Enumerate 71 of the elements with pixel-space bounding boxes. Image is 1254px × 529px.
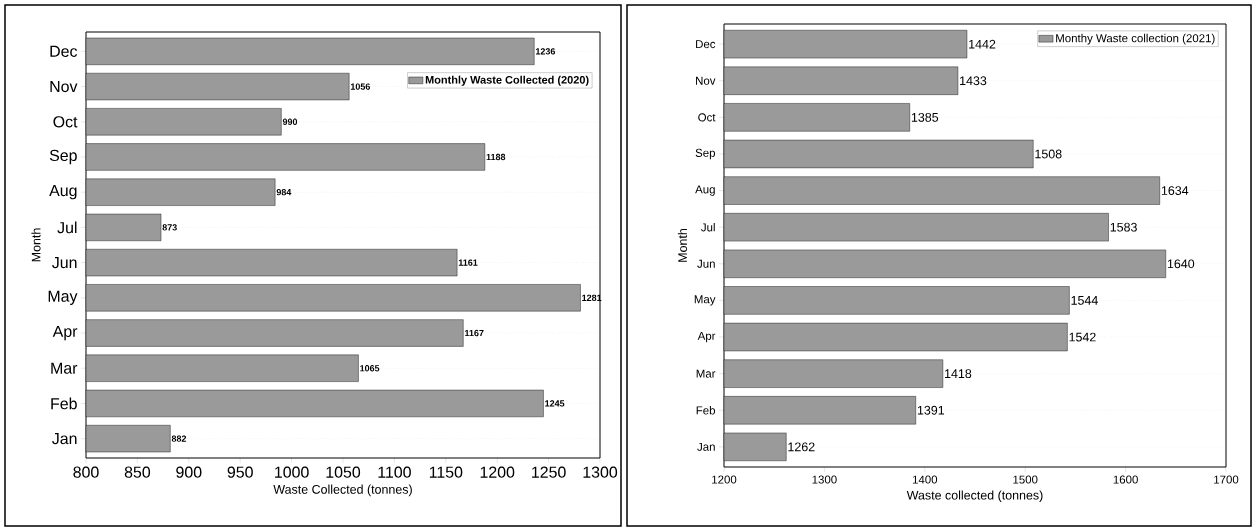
x-axis-title: Waste collected (tonnes) — [906, 490, 1043, 503]
y-tick-label: Sep — [695, 148, 716, 160]
legend-label: Monthy Waste collection (2021) — [1056, 33, 1215, 45]
data-label: 1056 — [350, 83, 370, 90]
x-tick-label: 1200 — [712, 475, 737, 484]
x-tick-label: 1300 — [583, 466, 618, 478]
data-label: 1167 — [465, 329, 484, 337]
y-tick-label: Aug — [49, 185, 77, 200]
data-label: 1542 — [1069, 332, 1096, 342]
x-tick-label: 1100 — [378, 466, 411, 478]
y-tick-label: Oct — [698, 113, 716, 122]
x-tick-label: 1600 — [1113, 475, 1138, 484]
x-tick-label: 850 — [124, 466, 151, 478]
x-tick-label: 900 — [176, 466, 202, 478]
data-label: 1245 — [545, 400, 565, 407]
data-label: 1281 — [582, 294, 602, 301]
data-label: 1161 — [458, 259, 478, 266]
y-tick-label: Jun — [697, 259, 715, 268]
y-tick-label: Jul — [57, 221, 77, 234]
y-axis-title: Month — [677, 229, 688, 262]
data-label: 1236 — [535, 48, 556, 55]
y-tick-label: Sep — [49, 149, 77, 165]
y-tick-label: Apr — [52, 325, 78, 341]
y-tick-label: May — [694, 295, 716, 306]
data-label: 1508 — [1035, 149, 1062, 159]
data-label: 1634 — [1161, 186, 1189, 195]
y-tick-label: Dec — [696, 40, 716, 49]
data-label: 1544 — [1071, 296, 1098, 305]
x-tick-label: 1000 — [275, 466, 309, 478]
x-tick-label: 1250 — [532, 466, 566, 478]
y-axis-title: Month — [31, 228, 41, 262]
y-tick-label: Apr — [697, 331, 716, 343]
x-tick-label: 1700 — [1214, 475, 1239, 484]
x-axis-title: Waste Collected (tonnes) — [273, 484, 412, 497]
data-label: 984 — [276, 189, 292, 196]
data-label: 1065 — [360, 365, 380, 372]
x-tick-label: 1050 — [326, 466, 361, 478]
data-label: 1385 — [911, 112, 939, 122]
y-tick-label: Mar — [696, 369, 716, 378]
y-tick-label: Feb — [696, 406, 716, 415]
y-tick-label: Jan — [697, 442, 715, 451]
y-tick-label: Jan — [52, 433, 77, 445]
x-tick-label: 1150 — [429, 466, 463, 478]
x-tick-label: 950 — [227, 466, 253, 478]
data-label: 1433 — [960, 76, 987, 86]
y-tick-label: Jun — [52, 257, 77, 269]
y-tick-label: Jul — [701, 223, 715, 232]
x-tick-label: 1200 — [480, 466, 515, 478]
data-label: 1418 — [945, 369, 972, 379]
y-tick-label: Aug — [695, 185, 715, 196]
data-label: 1188 — [486, 153, 506, 161]
legend-label: Monthly Waste Collected (2020) — [425, 75, 589, 86]
y-tick-label: Mar — [51, 362, 78, 374]
x-tick-label: 800 — [73, 466, 99, 478]
y-tick-label: May — [48, 290, 78, 305]
data-label: 990 — [282, 118, 298, 125]
y-tick-label: Oct — [53, 116, 78, 128]
data-label: 1640 — [1167, 259, 1195, 269]
y-tick-label: Dec — [50, 45, 78, 57]
y-tick-label: Nov — [50, 81, 78, 93]
data-label: 873 — [162, 224, 177, 231]
y-tick-label: Nov — [696, 76, 716, 85]
data-label: 1583 — [1110, 222, 1137, 232]
data-label: 1442 — [969, 39, 996, 49]
data-label: 1262 — [788, 442, 815, 452]
data-label: 882 — [171, 435, 187, 442]
y-tick-label: Feb — [51, 397, 77, 410]
x-tick-label: 1300 — [812, 475, 837, 484]
x-tick-label: 1400 — [912, 475, 938, 484]
x-tick-label: 1500 — [1013, 475, 1038, 484]
data-label: 1391 — [917, 405, 945, 415]
